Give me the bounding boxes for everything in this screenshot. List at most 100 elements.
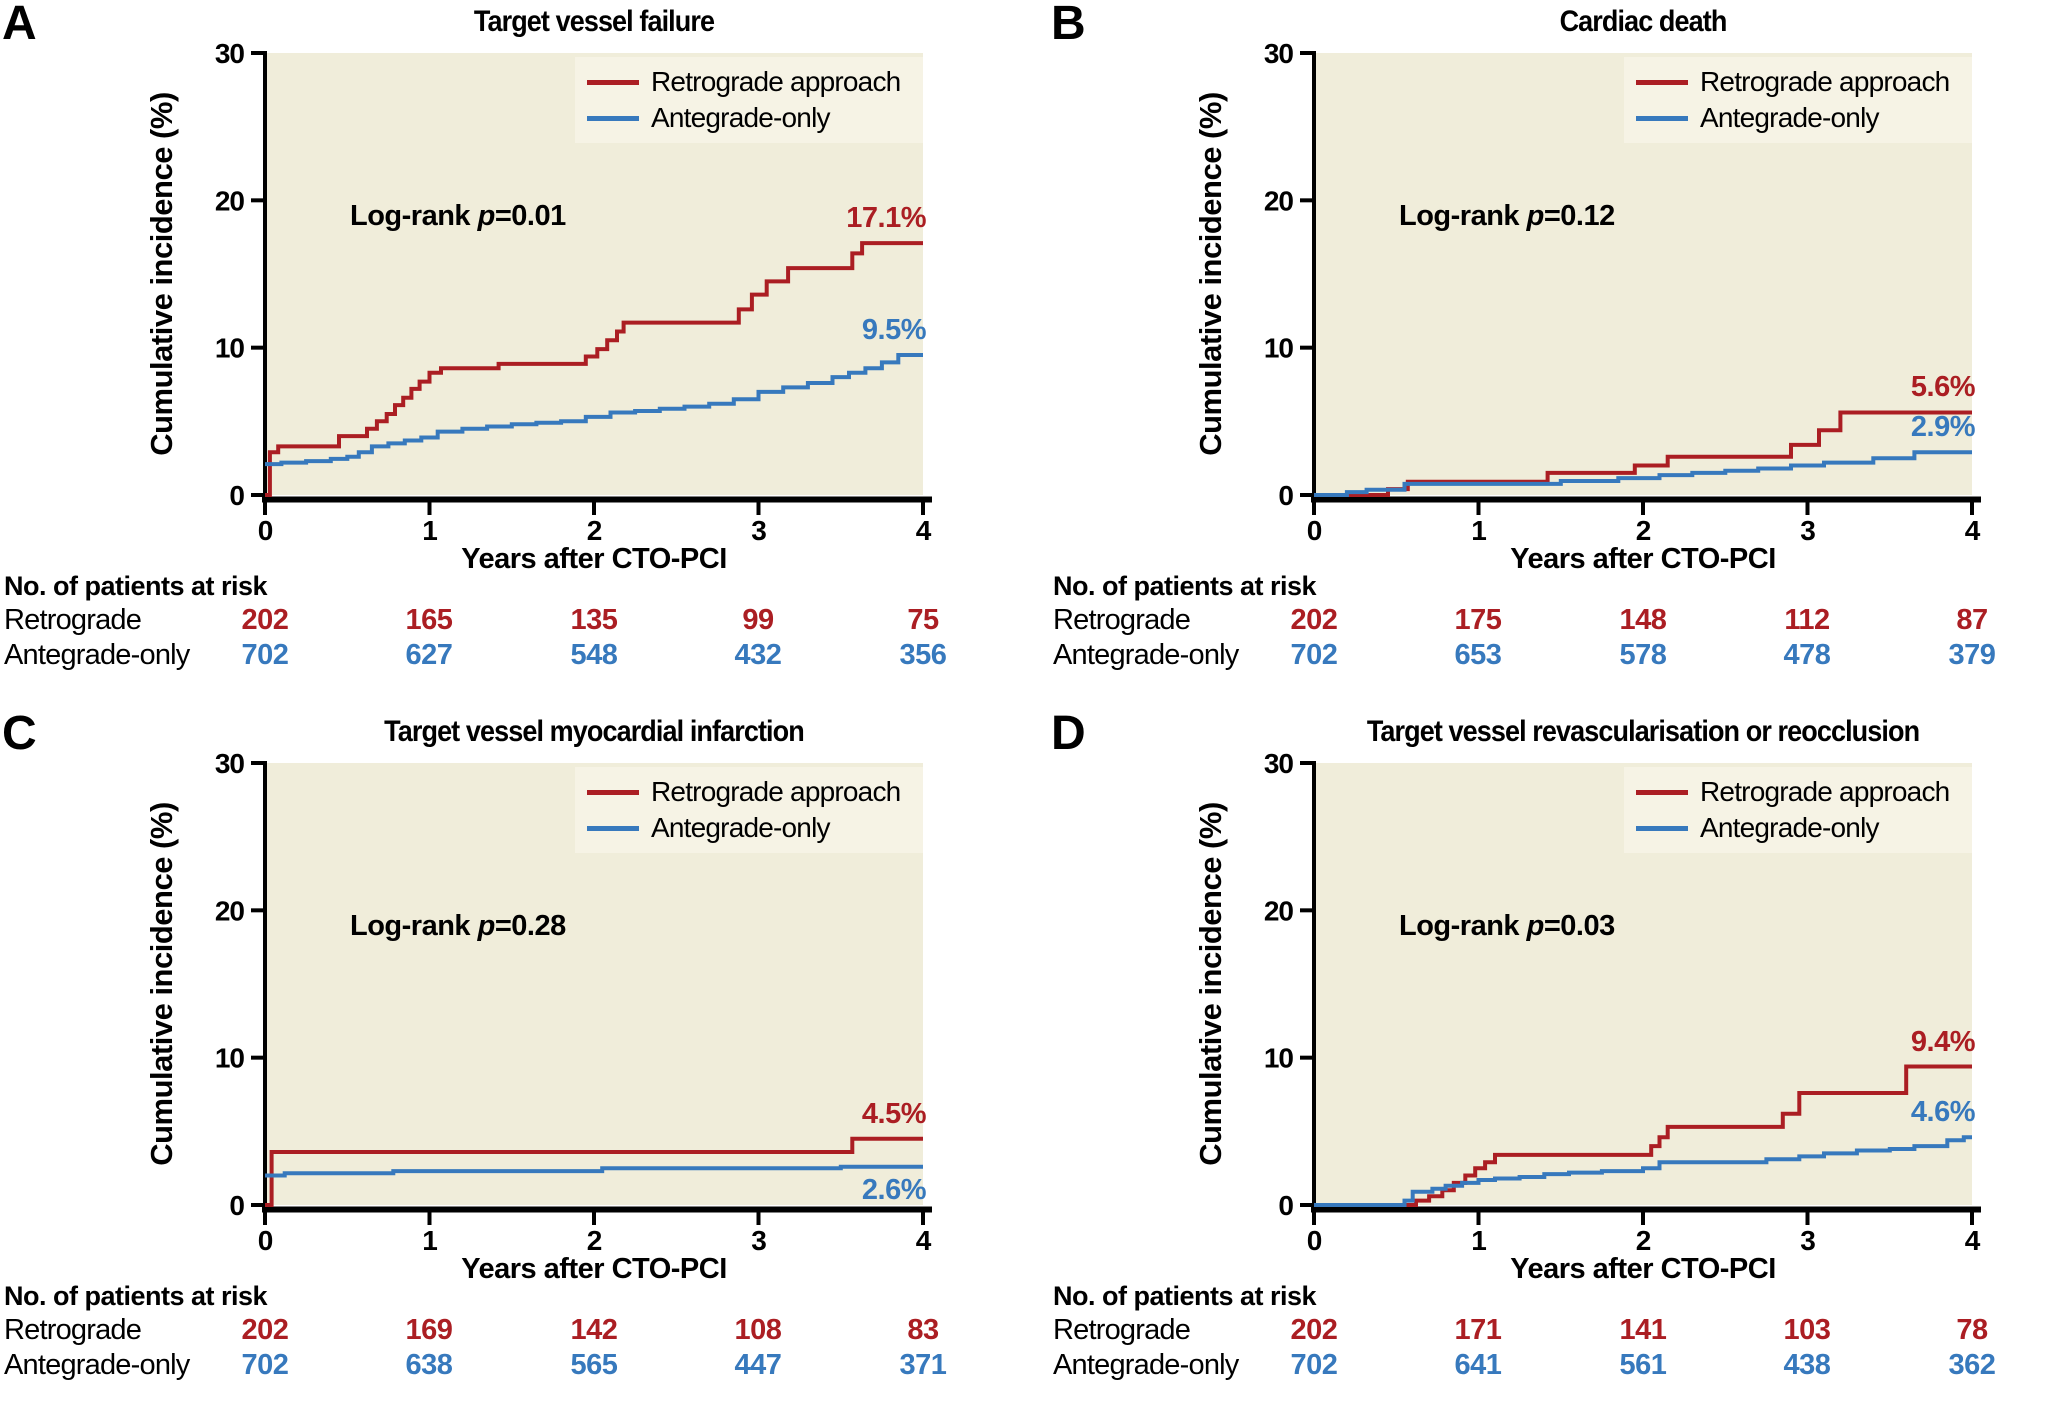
risk-value: 356 bbox=[899, 639, 947, 671]
svg-text:0: 0 bbox=[1278, 1190, 1293, 1221]
retrograde-line-swatch bbox=[587, 789, 639, 795]
end-label-retrograde: 5.6% bbox=[1910, 371, 1976, 404]
risk-table-header: No. of patients at risk bbox=[4, 1281, 268, 1311]
antegrade-line-swatch bbox=[1636, 825, 1688, 831]
legend-label-antegrade: Antegrade-only bbox=[1700, 102, 1880, 133]
svg-text:30: 30 bbox=[215, 748, 245, 779]
log-rank-p-value: =0.03 bbox=[1543, 910, 1615, 942]
panel-c: 0 10 20 30 0 1 2 3 4 C Target vessel myocardial … bbox=[0, 707, 1016, 1406]
risk-row-antegrade: Antegrade-only 702 653 578 478 379 bbox=[1049, 639, 2065, 673]
svg-text:30: 30 bbox=[215, 38, 245, 69]
legend: Retrograde approach Antegrade-only bbox=[1624, 57, 1972, 143]
x-axis-label: Years after CTO-PCI bbox=[461, 1253, 727, 1285]
legend-label-retrograde: Retrograde approach bbox=[651, 776, 901, 807]
risk-row-antegrade: Antegrade-only 702 627 548 432 356 bbox=[0, 639, 1016, 673]
log-rank-prefix: Log-rank bbox=[350, 910, 471, 942]
log-rank-p-symbol: p bbox=[1526, 200, 1545, 232]
risk-value: 99 bbox=[742, 604, 774, 636]
risk-value: 202 bbox=[1290, 604, 1338, 636]
retrograde-line-swatch bbox=[1636, 79, 1688, 85]
svg-text:10: 10 bbox=[1264, 1043, 1294, 1074]
risk-value: 638 bbox=[405, 1349, 453, 1381]
svg-text:1: 1 bbox=[422, 1225, 437, 1256]
risk-row-retrograde: Retrograde 202 165 135 99 75 bbox=[0, 604, 1016, 638]
risk-value: 702 bbox=[1290, 639, 1338, 671]
x-axis-label: Years after CTO-PCI bbox=[461, 543, 727, 575]
risk-value: 75 bbox=[907, 604, 939, 636]
risk-value: 103 bbox=[1783, 1314, 1831, 1346]
risk-value: 142 bbox=[570, 1314, 618, 1346]
legend-label-antegrade: Antegrade-only bbox=[1700, 812, 1880, 843]
y-axis-label: Cumulative incidence (%) bbox=[1193, 802, 1228, 1166]
risk-value: 141 bbox=[1619, 1314, 1667, 1346]
svg-text:30: 30 bbox=[1264, 38, 1294, 69]
legend-row-retrograde: Retrograde approach bbox=[575, 774, 923, 810]
end-label-retrograde: 4.5% bbox=[861, 1097, 927, 1130]
risk-table-header: No. of patients at risk bbox=[1053, 571, 1317, 601]
log-rank-annotation: Log-rank p=0.28 bbox=[350, 910, 566, 943]
svg-text:20: 20 bbox=[1264, 185, 1294, 216]
risk-value: 165 bbox=[405, 604, 453, 636]
risk-value: 135 bbox=[570, 604, 618, 636]
svg-text:0: 0 bbox=[258, 1225, 273, 1256]
end-label-retrograde: 9.4% bbox=[1910, 1025, 1976, 1058]
svg-text:10: 10 bbox=[215, 333, 245, 364]
risk-value: 202 bbox=[241, 604, 289, 636]
svg-text:3: 3 bbox=[751, 515, 766, 546]
legend-row-retrograde: Retrograde approach bbox=[1624, 774, 1972, 810]
panel-title-d: Target vessel revascularisation or reocc… bbox=[1366, 715, 1920, 748]
risk-value: 627 bbox=[405, 639, 453, 671]
risk-value: 87 bbox=[1956, 604, 1988, 636]
risk-row-antegrade: Antegrade-only 702 641 561 438 362 bbox=[1049, 1349, 2065, 1383]
risk-value: 78 bbox=[1956, 1314, 1988, 1346]
end-label-retrograde: 17.1% bbox=[846, 202, 926, 235]
svg-text:0: 0 bbox=[258, 515, 273, 546]
svg-text:4: 4 bbox=[1965, 515, 1981, 546]
log-rank-annotation: Log-rank p=0.12 bbox=[1399, 200, 1615, 233]
risk-value: 175 bbox=[1454, 604, 1502, 636]
svg-text:3: 3 bbox=[751, 1225, 766, 1256]
retrograde-line-swatch bbox=[587, 79, 639, 85]
risk-value: 548 bbox=[570, 639, 618, 671]
svg-text:30: 30 bbox=[1264, 748, 1294, 779]
risk-row-label: Retrograde bbox=[1053, 604, 1191, 636]
risk-value: 202 bbox=[1290, 1314, 1338, 1346]
risk-table-header: No. of patients at risk bbox=[4, 571, 268, 601]
legend-row-retrograde: Retrograde approach bbox=[575, 64, 923, 100]
svg-text:20: 20 bbox=[215, 895, 245, 926]
svg-text:1: 1 bbox=[1471, 515, 1486, 546]
svg-text:10: 10 bbox=[215, 1043, 245, 1074]
log-rank-p-symbol: p bbox=[477, 910, 496, 942]
svg-text:2: 2 bbox=[587, 1225, 602, 1256]
panel-a: 0 10 20 30 0 1 2 3 4 A Target vessel failure Cum… bbox=[0, 0, 1016, 696]
legend-row-antegrade: Antegrade-only bbox=[575, 810, 923, 846]
risk-value: 362 bbox=[1948, 1349, 1996, 1381]
risk-row-label: Retrograde bbox=[1053, 1314, 1191, 1346]
risk-value: 702 bbox=[241, 1349, 289, 1381]
log-rank-p-value: =0.12 bbox=[1543, 200, 1615, 232]
svg-text:10: 10 bbox=[1264, 333, 1294, 364]
antegrade-line-swatch bbox=[1636, 115, 1688, 121]
log-rank-prefix: Log-rank bbox=[350, 200, 471, 232]
legend-label-retrograde: Retrograde approach bbox=[651, 66, 901, 97]
risk-value: 148 bbox=[1619, 604, 1667, 636]
risk-value: 641 bbox=[1454, 1349, 1502, 1381]
svg-text:4: 4 bbox=[1965, 1225, 1981, 1256]
svg-text:0: 0 bbox=[1307, 515, 1322, 546]
risk-value: 702 bbox=[1290, 1349, 1338, 1381]
risk-row-label: Antegrade-only bbox=[1053, 639, 1239, 671]
risk-value: 653 bbox=[1454, 639, 1502, 671]
risk-row-antegrade: Antegrade-only 702 638 565 447 371 bbox=[0, 1349, 1016, 1383]
panel-letter-b: B bbox=[1051, 0, 1086, 50]
panel-title-b: Cardiac death bbox=[1559, 5, 1728, 38]
risk-value: 379 bbox=[1948, 639, 1996, 671]
risk-value: 112 bbox=[1784, 604, 1830, 636]
svg-text:1: 1 bbox=[1471, 1225, 1486, 1256]
log-rank-p-symbol: p bbox=[477, 200, 496, 232]
retrograde-line-swatch bbox=[1636, 789, 1688, 795]
risk-value: 432 bbox=[734, 639, 782, 671]
svg-text:0: 0 bbox=[1307, 1225, 1322, 1256]
y-axis-label: Cumulative incidence (%) bbox=[144, 802, 179, 1166]
svg-text:20: 20 bbox=[1264, 895, 1294, 926]
